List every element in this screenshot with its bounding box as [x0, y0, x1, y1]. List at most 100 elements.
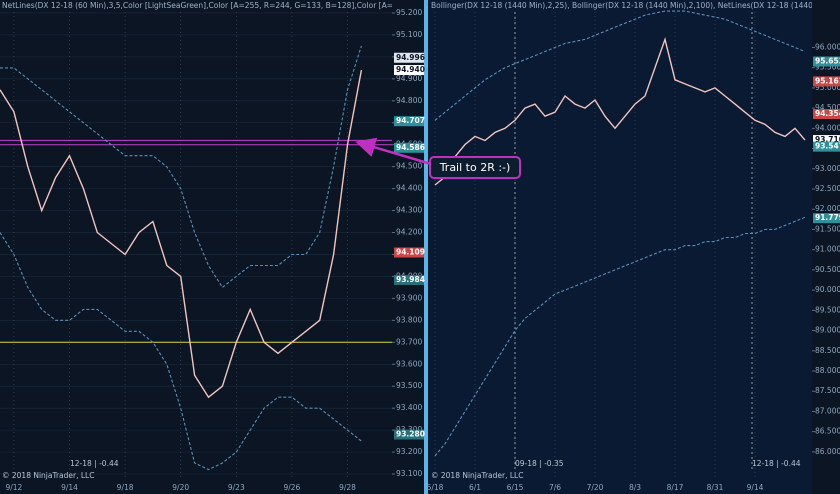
y-tick-label: 94.500	[815, 103, 840, 112]
price-flag	[813, 76, 840, 87]
right-panel	[428, 0, 812, 494]
y-tick-label: 91.000	[815, 245, 840, 254]
y-tick-label: 96.000	[815, 42, 840, 51]
x-tick-label: 7/20	[587, 483, 604, 492]
x-tick-label: 9/18	[117, 483, 134, 492]
price-flag	[813, 56, 840, 67]
x-tick-label: 9/12	[5, 483, 22, 492]
price-flag-label: 94.586	[396, 143, 425, 152]
price-flag	[394, 142, 424, 153]
price-flag-label: 93.710	[815, 135, 840, 144]
price-flag-label: 95.653	[815, 56, 840, 65]
copyright: © 2018 NinjaTrader, LLC	[2, 471, 94, 480]
price-flag-label: 91.779	[815, 213, 840, 222]
chart-header: Bollinger(DX 12-18 (1440 Min),2,25), Bol…	[431, 1, 840, 10]
price-flag	[394, 429, 424, 440]
y-tick-label: 94.000	[815, 123, 840, 132]
price-flag-label: 93.280	[396, 430, 425, 439]
y-tick-label: 88.000	[815, 366, 840, 375]
price-flag	[394, 52, 424, 63]
y-tick-label: 86.000	[815, 447, 840, 456]
x-tick-label: 9/20	[172, 483, 189, 492]
price-flag	[394, 65, 424, 76]
x-tick-label: 7/6	[549, 483, 561, 492]
price-flag	[813, 135, 840, 146]
x-tick-label: 9/26	[283, 483, 300, 492]
y-tick-label: 90.000	[815, 285, 840, 294]
price-flag-label: 93.547	[815, 142, 840, 151]
y-tick-label: 93.700	[396, 337, 422, 346]
price-flag-label: 94.707	[396, 116, 425, 125]
y-tick-label: 94.200	[396, 228, 422, 237]
price-line	[0, 69, 363, 399]
x-tick-label: 9/14	[61, 483, 78, 492]
right-plot: Bollinger(DX 12-18 (1440 Min),2,25), Bol…	[431, 1, 840, 480]
y-tick-label: 87.000	[815, 406, 840, 415]
price-flag-label: 94.354	[815, 109, 840, 118]
y-tick-label: 92.500	[815, 184, 840, 193]
x-tick-label: 6/1	[469, 483, 481, 492]
y-tick-label: 93.400	[396, 403, 422, 412]
price-flag-label: 94.940	[396, 65, 425, 74]
annotation-box	[429, 156, 521, 179]
rollover-label: 09-18 | -0.35	[515, 459, 564, 468]
copyright: © 2018 NinjaTrader, LLC	[431, 471, 523, 480]
price-flag	[394, 116, 424, 127]
rollover-label: 12-18 | -0.44	[752, 459, 801, 468]
y-tick-label: 93.900	[396, 293, 422, 302]
left-plot: NetLines(DX 12-18 (60 Min),3,5,Color [Li…	[0, 1, 462, 480]
x-tick-label: 9/28	[339, 483, 356, 492]
x-tick-label: 9/23	[228, 483, 245, 492]
price-flag-label: 93.984	[396, 275, 425, 284]
y-tick-label: 93.600	[396, 359, 422, 368]
annotation-arrow	[355, 137, 432, 166]
y-tick-label: 94.400	[396, 184, 422, 193]
y-tick-label: 93.200	[396, 447, 422, 456]
x-tick-label: 9/14	[747, 483, 764, 492]
panel-divider	[424, 0, 428, 494]
price-flag	[394, 247, 424, 258]
price-flag	[813, 109, 840, 120]
y-tick-label: 95.000	[815, 83, 840, 92]
y-tick-label: 88.500	[815, 346, 840, 355]
y-tick-label: 93.500	[396, 381, 422, 390]
annotation: Trail to 2R :-)	[355, 137, 521, 179]
y-tick-label: 93.000	[815, 164, 840, 173]
axes: 93.10093.20093.30093.40093.50093.60093.7…	[5, 8, 840, 492]
y-tick-label: 87.500	[815, 386, 840, 395]
y-tick-label: 95.200	[396, 8, 422, 17]
price-flag	[394, 274, 424, 285]
bollinger-band	[0, 232, 362, 471]
x-tick-label: 8/3	[629, 483, 641, 492]
price-flag	[813, 213, 840, 224]
y-tick-label: 92.000	[815, 204, 840, 213]
y-tick-label: 90.500	[815, 265, 840, 274]
y-tick-label: 94.800	[396, 96, 422, 105]
price-flag-label: 95.161	[815, 76, 840, 85]
x-tick-label: 8/17	[667, 483, 684, 492]
y-tick-label: 95.100	[396, 30, 422, 39]
bollinger-band	[434, 10, 806, 121]
y-tick-label: 95.500	[815, 63, 840, 72]
y-tick-label: 93.800	[396, 315, 422, 324]
price-flag-label: 94.109	[396, 248, 425, 257]
y-tick-label: 94.900	[396, 74, 422, 83]
price-flag	[813, 141, 840, 152]
x-tick-label: 6/15	[507, 483, 524, 492]
y-tick-label: 94.500	[396, 162, 422, 171]
price-flag-label: 94.996	[396, 53, 425, 62]
y-tick-label: 89.500	[815, 305, 840, 314]
rollover-label: 12-18 | -0.44	[70, 459, 119, 468]
y-tick-label: 89.000	[815, 326, 840, 335]
x-tick-label: 8/31	[707, 483, 724, 492]
y-tick-label: 93.100	[396, 469, 422, 478]
y-tick-label: 91.500	[815, 224, 840, 233]
x-tick-label: 5/18	[427, 483, 444, 492]
price-line	[434, 36, 806, 186]
bollinger-band	[0, 45, 362, 289]
annotation-text: Trail to 2R :-)	[439, 161, 511, 174]
y-tick-label: 86.500	[815, 427, 840, 436]
chart-header: NetLines(DX 12-18 (60 Min),3,5,Color [Li…	[2, 1, 462, 10]
y-tick-label: 94.300	[396, 206, 422, 215]
